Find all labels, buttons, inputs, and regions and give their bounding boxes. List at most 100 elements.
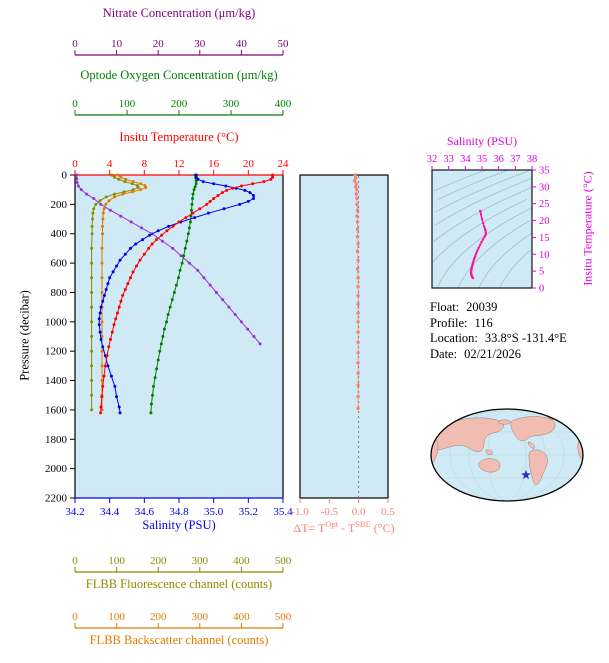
svg-text:24: 24 xyxy=(278,158,290,170)
svg-text:200: 200 xyxy=(171,98,188,110)
svg-text:100: 100 xyxy=(108,555,125,567)
pressure-axis-title: Pressure (decibar) xyxy=(17,290,32,381)
nitrate-axis: 0 10 20 30 40 50 xyxy=(72,38,290,56)
info-float-value: 20039 xyxy=(466,300,498,314)
svg-text:100: 100 xyxy=(108,611,125,623)
svg-text:0: 0 xyxy=(72,98,78,110)
info-location: Location: 33.8°S -131.4°E xyxy=(430,331,567,347)
svg-text:600: 600 xyxy=(51,258,68,270)
oxygen-axis-title: Optode Oxygen Concentration (μm/kg) xyxy=(80,68,278,82)
salinity-axis-title: Salinity (PSU) xyxy=(142,518,216,532)
svg-text:0: 0 xyxy=(72,555,78,567)
svg-text:0.0: 0.0 xyxy=(352,506,366,518)
delta-t-label-part: - T xyxy=(338,521,356,535)
svg-text:50: 50 xyxy=(278,38,290,50)
svg-text:200: 200 xyxy=(150,611,167,623)
svg-text:0: 0 xyxy=(539,284,544,295)
svg-text:34.2: 34.2 xyxy=(65,506,84,518)
temperature-axis: 0 4 8 12 16 20 24 xyxy=(72,158,290,176)
svg-text:20: 20 xyxy=(153,38,165,50)
svg-text:30: 30 xyxy=(539,182,550,193)
delta-t-plot: -1.0 -0.5 0.0 0.5 xyxy=(291,173,395,518)
delta-t-label-part: (°C) xyxy=(370,521,395,535)
svg-text:8: 8 xyxy=(142,158,148,170)
svg-text:1800: 1800 xyxy=(45,434,68,446)
svg-text:35.2: 35.2 xyxy=(239,506,258,518)
svg-text:300: 300 xyxy=(192,555,209,567)
svg-text:200: 200 xyxy=(150,555,167,567)
svg-text:1400: 1400 xyxy=(45,375,68,387)
map-continents xyxy=(431,412,583,485)
svg-text:30: 30 xyxy=(194,38,206,50)
svg-text:400: 400 xyxy=(275,98,292,110)
svg-text:34.4: 34.4 xyxy=(100,506,120,518)
svg-text:1000: 1000 xyxy=(45,316,68,328)
svg-text:800: 800 xyxy=(51,287,68,299)
info-profile-value: 116 xyxy=(474,315,493,330)
svg-text:38: 38 xyxy=(527,154,538,165)
svg-text:400: 400 xyxy=(51,228,68,240)
backscatter-axis-title: FLBB Backscatter channel (counts) xyxy=(89,633,269,647)
float-info-block: Float: 20039 Profile: 116 Location: 33.8°S … xyxy=(430,300,567,362)
salinity-profile-series xyxy=(97,173,256,415)
svg-text:2200: 2200 xyxy=(45,493,68,505)
svg-text:40: 40 xyxy=(236,38,248,50)
svg-text:10: 10 xyxy=(539,250,550,261)
fluorescence-profile-series xyxy=(90,173,140,412)
svg-text:35: 35 xyxy=(539,166,550,177)
svg-text:-1.0: -1.0 xyxy=(291,506,309,518)
info-profile: Profile: 116 xyxy=(430,316,567,332)
svg-text:100: 100 xyxy=(119,98,136,110)
svg-text:1600: 1600 xyxy=(45,404,68,416)
svg-text:400: 400 xyxy=(233,611,250,623)
ts-diagram-plot: 32 33 34 35 36 37 38 0 5 10 15 20 25 30 35 xyxy=(427,154,550,295)
svg-text:34.8: 34.8 xyxy=(169,506,189,518)
svg-text:0: 0 xyxy=(72,611,78,623)
map-outline xyxy=(430,408,584,502)
svg-text:12: 12 xyxy=(174,158,185,170)
svg-text:20: 20 xyxy=(243,158,255,170)
delta-t-axis-title: ΔT= TOpt - TSBE (°C) xyxy=(282,519,406,536)
svg-text:500: 500 xyxy=(275,555,292,567)
info-location-label: Location: xyxy=(430,331,478,345)
oxygen-axis: 0 100 200 300 400 xyxy=(72,98,292,116)
svg-text:36: 36 xyxy=(493,154,504,165)
svg-text:10: 10 xyxy=(111,38,123,50)
svg-text:1200: 1200 xyxy=(45,346,68,358)
svg-text:37: 37 xyxy=(510,154,521,165)
svg-text:500: 500 xyxy=(275,611,292,623)
svg-text:35: 35 xyxy=(477,154,488,165)
svg-text:0: 0 xyxy=(72,38,78,50)
svg-text:400: 400 xyxy=(233,555,250,567)
backscatter-axis: 0 100 200 300 400 500 xyxy=(72,611,292,629)
delta-t-sup-opt: Opt xyxy=(325,519,339,529)
svg-text:34.6: 34.6 xyxy=(135,506,155,518)
ts-temperature-axis-title: Insitu Temperature (°C) xyxy=(580,171,595,286)
fluorescence-axis: 0 100 200 300 400 500 xyxy=(72,555,292,573)
world-map xyxy=(430,408,584,502)
nitrate-profile-series xyxy=(75,173,262,346)
info-location-value: 33.8°S -131.4°E xyxy=(484,331,567,345)
float-location-marker xyxy=(521,469,531,480)
delta-t-label-part: ΔT= T xyxy=(293,521,326,535)
svg-text:16: 16 xyxy=(208,158,220,170)
svg-text:15: 15 xyxy=(539,233,550,244)
nitrate-axis-title: Nitrate Concentration (μm/kg) xyxy=(102,6,256,20)
fluorescence-axis-title: FLBB Fluorescence channel (counts) xyxy=(85,577,273,591)
svg-text:33: 33 xyxy=(443,154,454,165)
info-float-label: Float: xyxy=(430,300,460,314)
svg-text:32: 32 xyxy=(427,154,438,165)
svg-text:300: 300 xyxy=(223,98,240,110)
svg-text:34: 34 xyxy=(460,154,471,165)
info-date: Date: 02/21/2026 xyxy=(430,347,567,363)
svg-text:35.0: 35.0 xyxy=(204,506,224,518)
svg-text:200: 200 xyxy=(51,199,68,211)
pressure-axis: 0 200 400 600 800 1000 1200 1400 1600 1800 2000 220… xyxy=(45,170,75,505)
info-float: Float: 20039 xyxy=(430,300,567,316)
info-date-label: Date: xyxy=(430,346,458,361)
ts-salinity-axis-title: Salinity (PSU) xyxy=(446,134,518,148)
salinity-axis: 34.2 34.4 34.6 34.8 35.0 35.2 35.4 xyxy=(65,497,293,518)
temperature-profile-series xyxy=(99,173,275,415)
